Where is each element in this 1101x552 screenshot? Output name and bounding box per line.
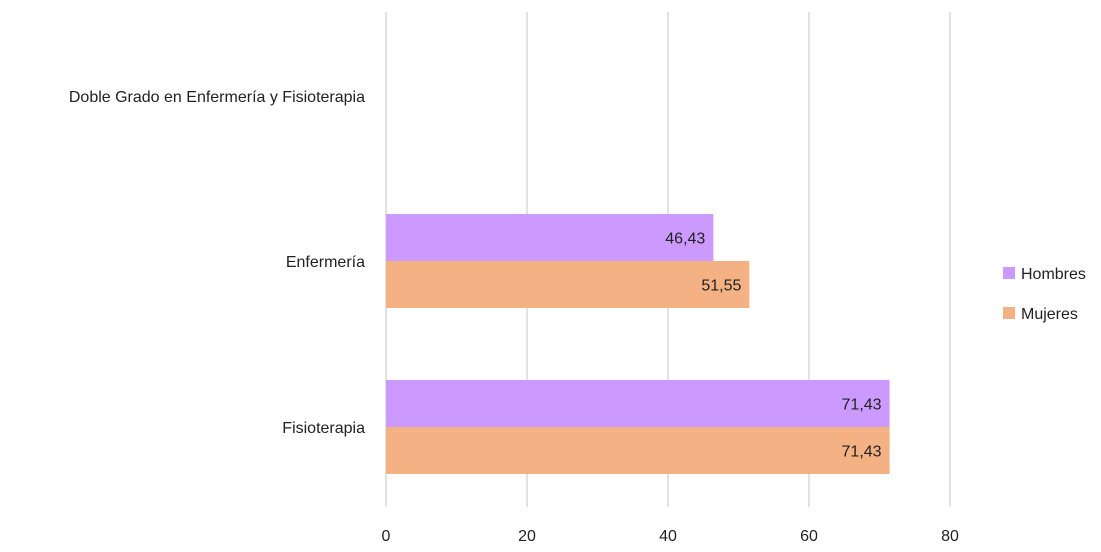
legend-label-mujeres: Mujeres [1021, 306, 1078, 323]
bar-mujeres-fisioterapia [386, 427, 890, 474]
data-labels: 46,43 71,43 51,55 71,43 [665, 231, 881, 461]
legend-swatch-mujeres [1003, 307, 1015, 319]
category-label-enfermeria: Enfermería [286, 254, 365, 271]
legend-swatch-hombres [1003, 267, 1015, 279]
x-tick-label-40: 40 [659, 528, 677, 545]
data-label-mujeres-enfermeria: 51,55 [701, 278, 741, 295]
data-label-mujeres-fisioterapia: 71,43 [842, 444, 882, 461]
x-tick-label-0: 0 [382, 528, 391, 545]
legend-label-hombres: Hombres [1021, 266, 1086, 283]
category-label-doble-grado-en-enfermeria-y-fisioterapia: Doble Grado en Enfermería y Fisioterapia [69, 89, 365, 106]
data-label-hombres-enfermeria: 46,43 [665, 231, 705, 248]
bar-hombres-fisioterapia [386, 380, 890, 427]
category-labels: Doble Grado en Enfermería y Fisioterapia… [69, 89, 365, 437]
category-label-fisioterapia: Fisioterapia [282, 420, 365, 437]
data-label-hombres-fisioterapia: 71,43 [842, 397, 882, 414]
x-tick-label-20: 20 [518, 528, 536, 545]
x-tick-label-80: 80 [941, 528, 959, 545]
legend: Hombres Mujeres [1003, 266, 1086, 323]
bar-hombres-enfermeria [386, 214, 714, 261]
x-tick-labels: 0 20 40 60 80 [382, 528, 959, 545]
bar-mujeres-enfermeria [386, 261, 750, 308]
bars [386, 214, 890, 474]
x-tick-label-60: 60 [800, 528, 818, 545]
